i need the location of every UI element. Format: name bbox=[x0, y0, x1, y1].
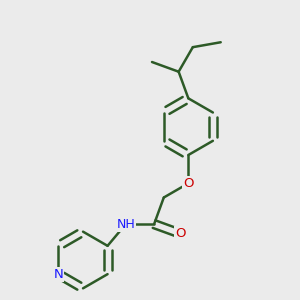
Text: NH: NH bbox=[116, 218, 135, 231]
Text: N: N bbox=[54, 268, 63, 281]
Text: O: O bbox=[183, 177, 194, 190]
Text: O: O bbox=[176, 227, 186, 240]
